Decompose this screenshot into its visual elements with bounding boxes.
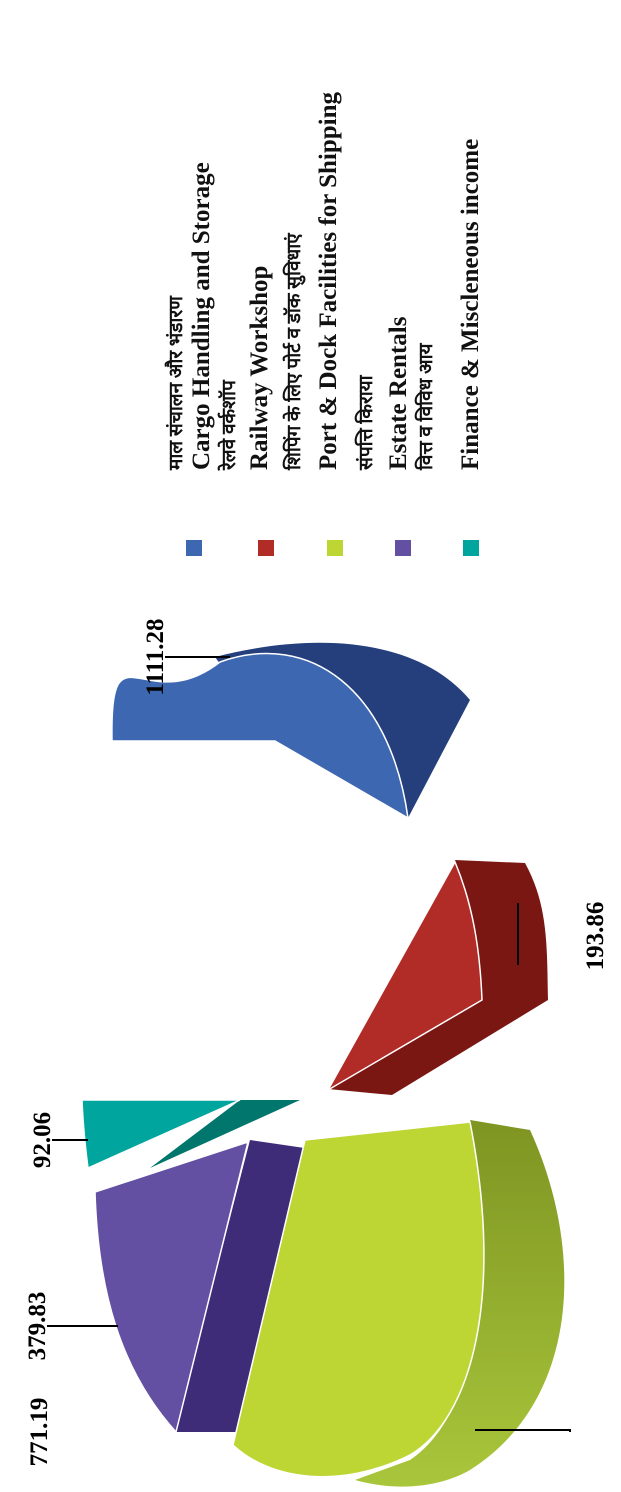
legend-label-estate-hi: संपत्ति किराया bbox=[354, 374, 377, 471]
legend-label-railway: Railway Workshop bbox=[246, 266, 273, 470]
value-label-railway: 193.86 bbox=[582, 902, 609, 971]
leader-lines bbox=[47, 656, 571, 1432]
slice-face-finance bbox=[81, 1099, 241, 1170]
legend-label-port-hi: शिपिंग के लिए पोर्ट व डॉक सुविधाएं bbox=[282, 232, 306, 471]
leader-line-port bbox=[475, 1429, 571, 1432]
pie-slice-railway bbox=[326, 860, 548, 1095]
legend-swatch-estate bbox=[395, 540, 411, 556]
value-label-port: 771.19 bbox=[26, 1398, 53, 1467]
legend-label-cargo-hi: माल संचालन और भंडारण bbox=[164, 295, 187, 471]
legend-label-estate: Estate Rentals bbox=[385, 316, 412, 470]
pie-slice-port bbox=[232, 1120, 565, 1487]
value-label-cargo: 1111.28 bbox=[142, 618, 169, 695]
legend-label-railway-hi: रेलवे वर्कशॉप bbox=[217, 379, 240, 471]
legend-swatch-finance bbox=[463, 540, 479, 556]
legend-label-port: Port & Dock Facilities for Shipping bbox=[315, 91, 342, 470]
slice-face-port bbox=[232, 1121, 485, 1478]
pie-slice-cargo bbox=[111, 642, 470, 820]
slice-face-cargo bbox=[111, 652, 409, 820]
legend-swatch-railway bbox=[258, 540, 274, 556]
slice-face-railway bbox=[326, 860, 483, 1093]
legend: माल संचालन और भंडारण Cargo Handling and … bbox=[164, 91, 484, 556]
slice-side-estate bbox=[175, 1140, 318, 1432]
slice-side-finance bbox=[150, 1100, 300, 1168]
pie-slice-finance bbox=[81, 1099, 300, 1170]
legend-label-finance: Finance & Miscleneous income bbox=[457, 139, 484, 470]
legend-label-cargo: Cargo Handling and Storage bbox=[188, 162, 215, 470]
legend-swatch-port bbox=[327, 540, 343, 556]
value-label-estate: 379.83 bbox=[24, 1292, 51, 1361]
pie-slice-estate bbox=[94, 1140, 318, 1434]
legend-label-finance-hi: वित्त व विविध आय bbox=[414, 342, 437, 471]
legend-swatch-cargo bbox=[186, 540, 202, 556]
slice-bottom-railway bbox=[328, 1000, 548, 1095]
value-label-finance: 92.06 bbox=[29, 1112, 56, 1168]
slice-side-port bbox=[355, 1120, 565, 1487]
